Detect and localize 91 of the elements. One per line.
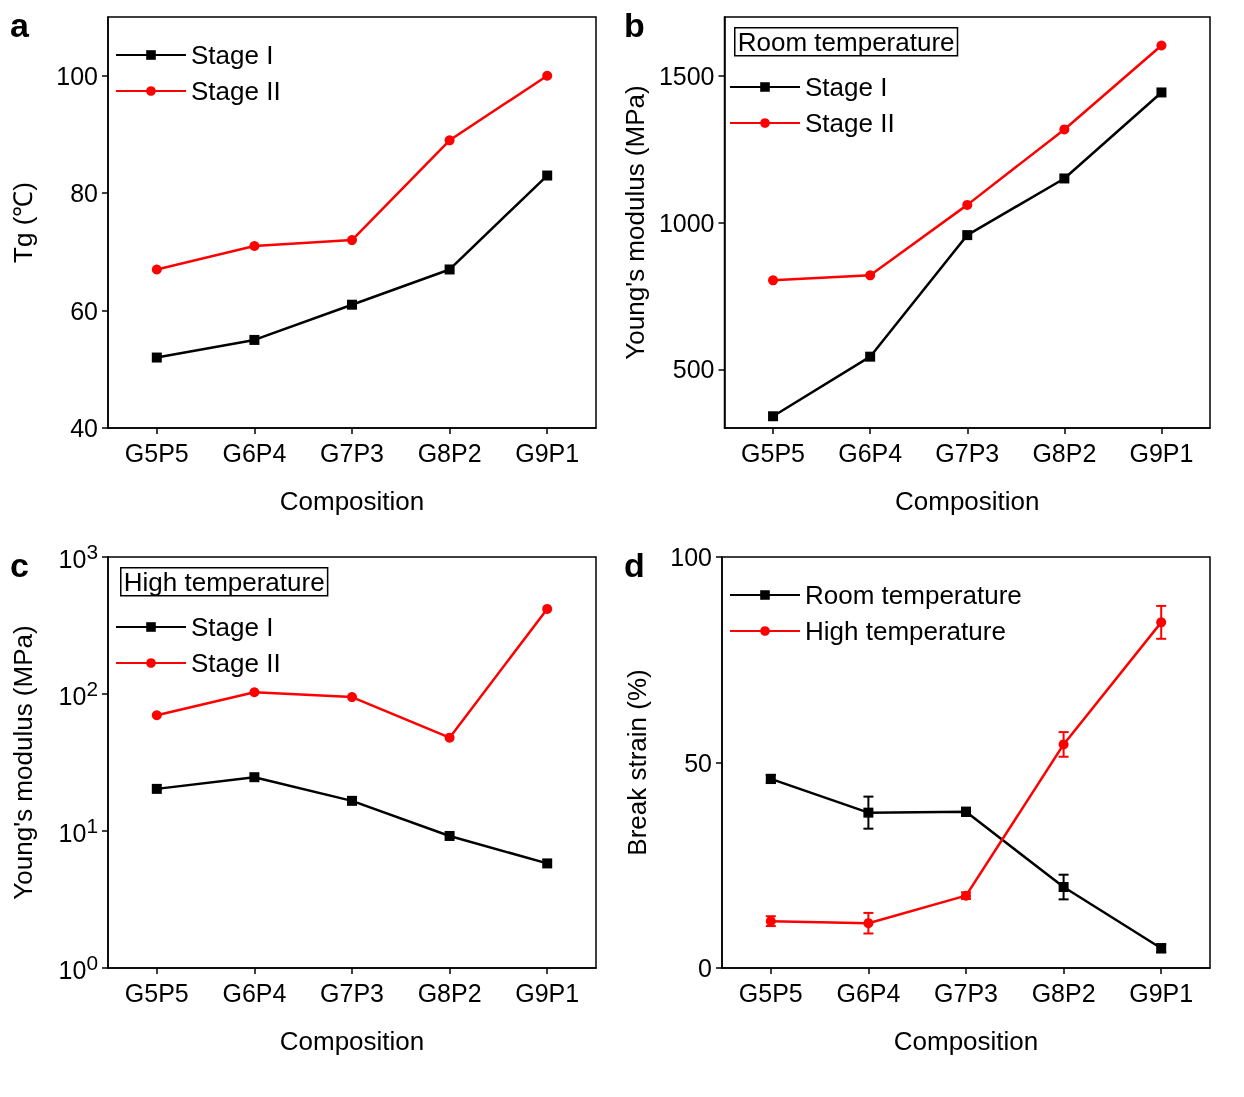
point [444,830,455,841]
y-tick-label: 10$^{2}$ [58,676,98,711]
text: b [624,6,645,44]
point [542,70,553,81]
legend-title: High temperature [123,566,325,597]
point [863,918,874,929]
point [1059,124,1070,135]
point [347,235,357,246]
point [151,264,162,275]
x-tick-label: G6P4 [222,978,287,1007]
y-tick-label: 60 [70,296,98,325]
y-tick-label: 10$^{3}$ [58,539,98,574]
x-tick-label: G8P2 [417,438,482,467]
point [863,807,874,818]
legend-label: Room temperature [805,580,1022,610]
legend-label: Stage II [805,108,895,138]
x-tick-label: G9P1 [1129,438,1194,467]
x-tick-label: G7P3 [934,978,998,1007]
y-tick-label: 80 [70,179,98,208]
x-tick-label: G9P1 [515,438,580,467]
x-tick-label: G9P1 [1129,978,1194,1007]
x-tick-label: G5P5 [124,438,189,467]
text: c [10,546,29,584]
point [249,240,260,251]
point [444,264,455,275]
y-axis-title: Young's modulus (MPa) [620,85,650,360]
x-tick-label: G7P3 [935,438,1000,467]
point [768,275,779,286]
y-tick-label: 100 [56,61,98,90]
legend-title: Room temperature [737,26,955,57]
x-tick-label: G6P4 [836,978,901,1007]
x-tick-label: G8P2 [1032,438,1097,467]
y-tick-label: 40 [70,414,98,442]
x-tick-label: G5P5 [124,978,189,1007]
point [542,170,553,181]
y-tick-label: 100 [670,543,712,571]
x-tick-label: G8P2 [1031,978,1096,1007]
y-axis-title: Break strain (%) [622,669,652,856]
text: d [624,546,645,584]
point [1156,617,1167,628]
point [1058,739,1069,750]
y-tick-label: 10$^{0}$ [58,950,98,985]
y-axis-title: Tg (℃) [8,182,38,263]
point [1156,87,1167,98]
point [249,687,260,698]
y-tick-label: 0 [698,954,712,982]
point [347,299,357,310]
point [1058,882,1069,893]
point [151,710,162,721]
legend-label: Stage I [191,612,274,642]
point [542,603,553,614]
x-tick-label: G8P2 [417,978,482,1007]
point [865,270,876,281]
x-tick-label: G7P3 [320,978,384,1007]
x-tick-label: G5P5 [738,978,803,1007]
legend-label: Stage II [191,648,281,678]
x-tick-label: G7P3 [320,438,384,467]
legend-label: Stage I [805,72,888,102]
point [347,795,357,806]
point [249,772,260,783]
x-axis-title: Composition [895,486,1040,516]
point [1156,40,1167,51]
point [151,352,162,363]
legend-label: High temperature [805,616,1006,646]
legend-label: Stage II [191,76,281,106]
y-tick-label: 10$^{1}$ [58,813,98,848]
text: a [10,6,30,44]
x-tick-label: G9P1 [515,978,580,1007]
y-tick-label: 1000 [658,208,715,237]
x-tick-label: G6P4 [838,438,903,467]
y-tick-label: 500 [672,355,715,384]
point [444,135,455,146]
x-tick-label: G6P4 [222,438,287,467]
x-axis-title: Composition [279,1026,425,1056]
point [865,351,876,362]
point [768,411,779,422]
point [1059,173,1070,184]
y-tick-label: 50 [684,748,712,777]
legend-label: Stage I [191,40,274,70]
y-axis-title: Young's modulus (MPa) [8,625,38,900]
point [962,230,973,241]
point [151,783,162,794]
x-axis-title: Composition [279,486,425,516]
x-tick-label: G5P5 [741,438,806,467]
point [542,858,553,869]
y-tick-label: 1500 [658,61,715,90]
point [962,199,973,210]
point [347,692,357,703]
point [444,732,455,743]
x-axis-title: Composition [893,1026,1039,1056]
point [249,334,260,345]
